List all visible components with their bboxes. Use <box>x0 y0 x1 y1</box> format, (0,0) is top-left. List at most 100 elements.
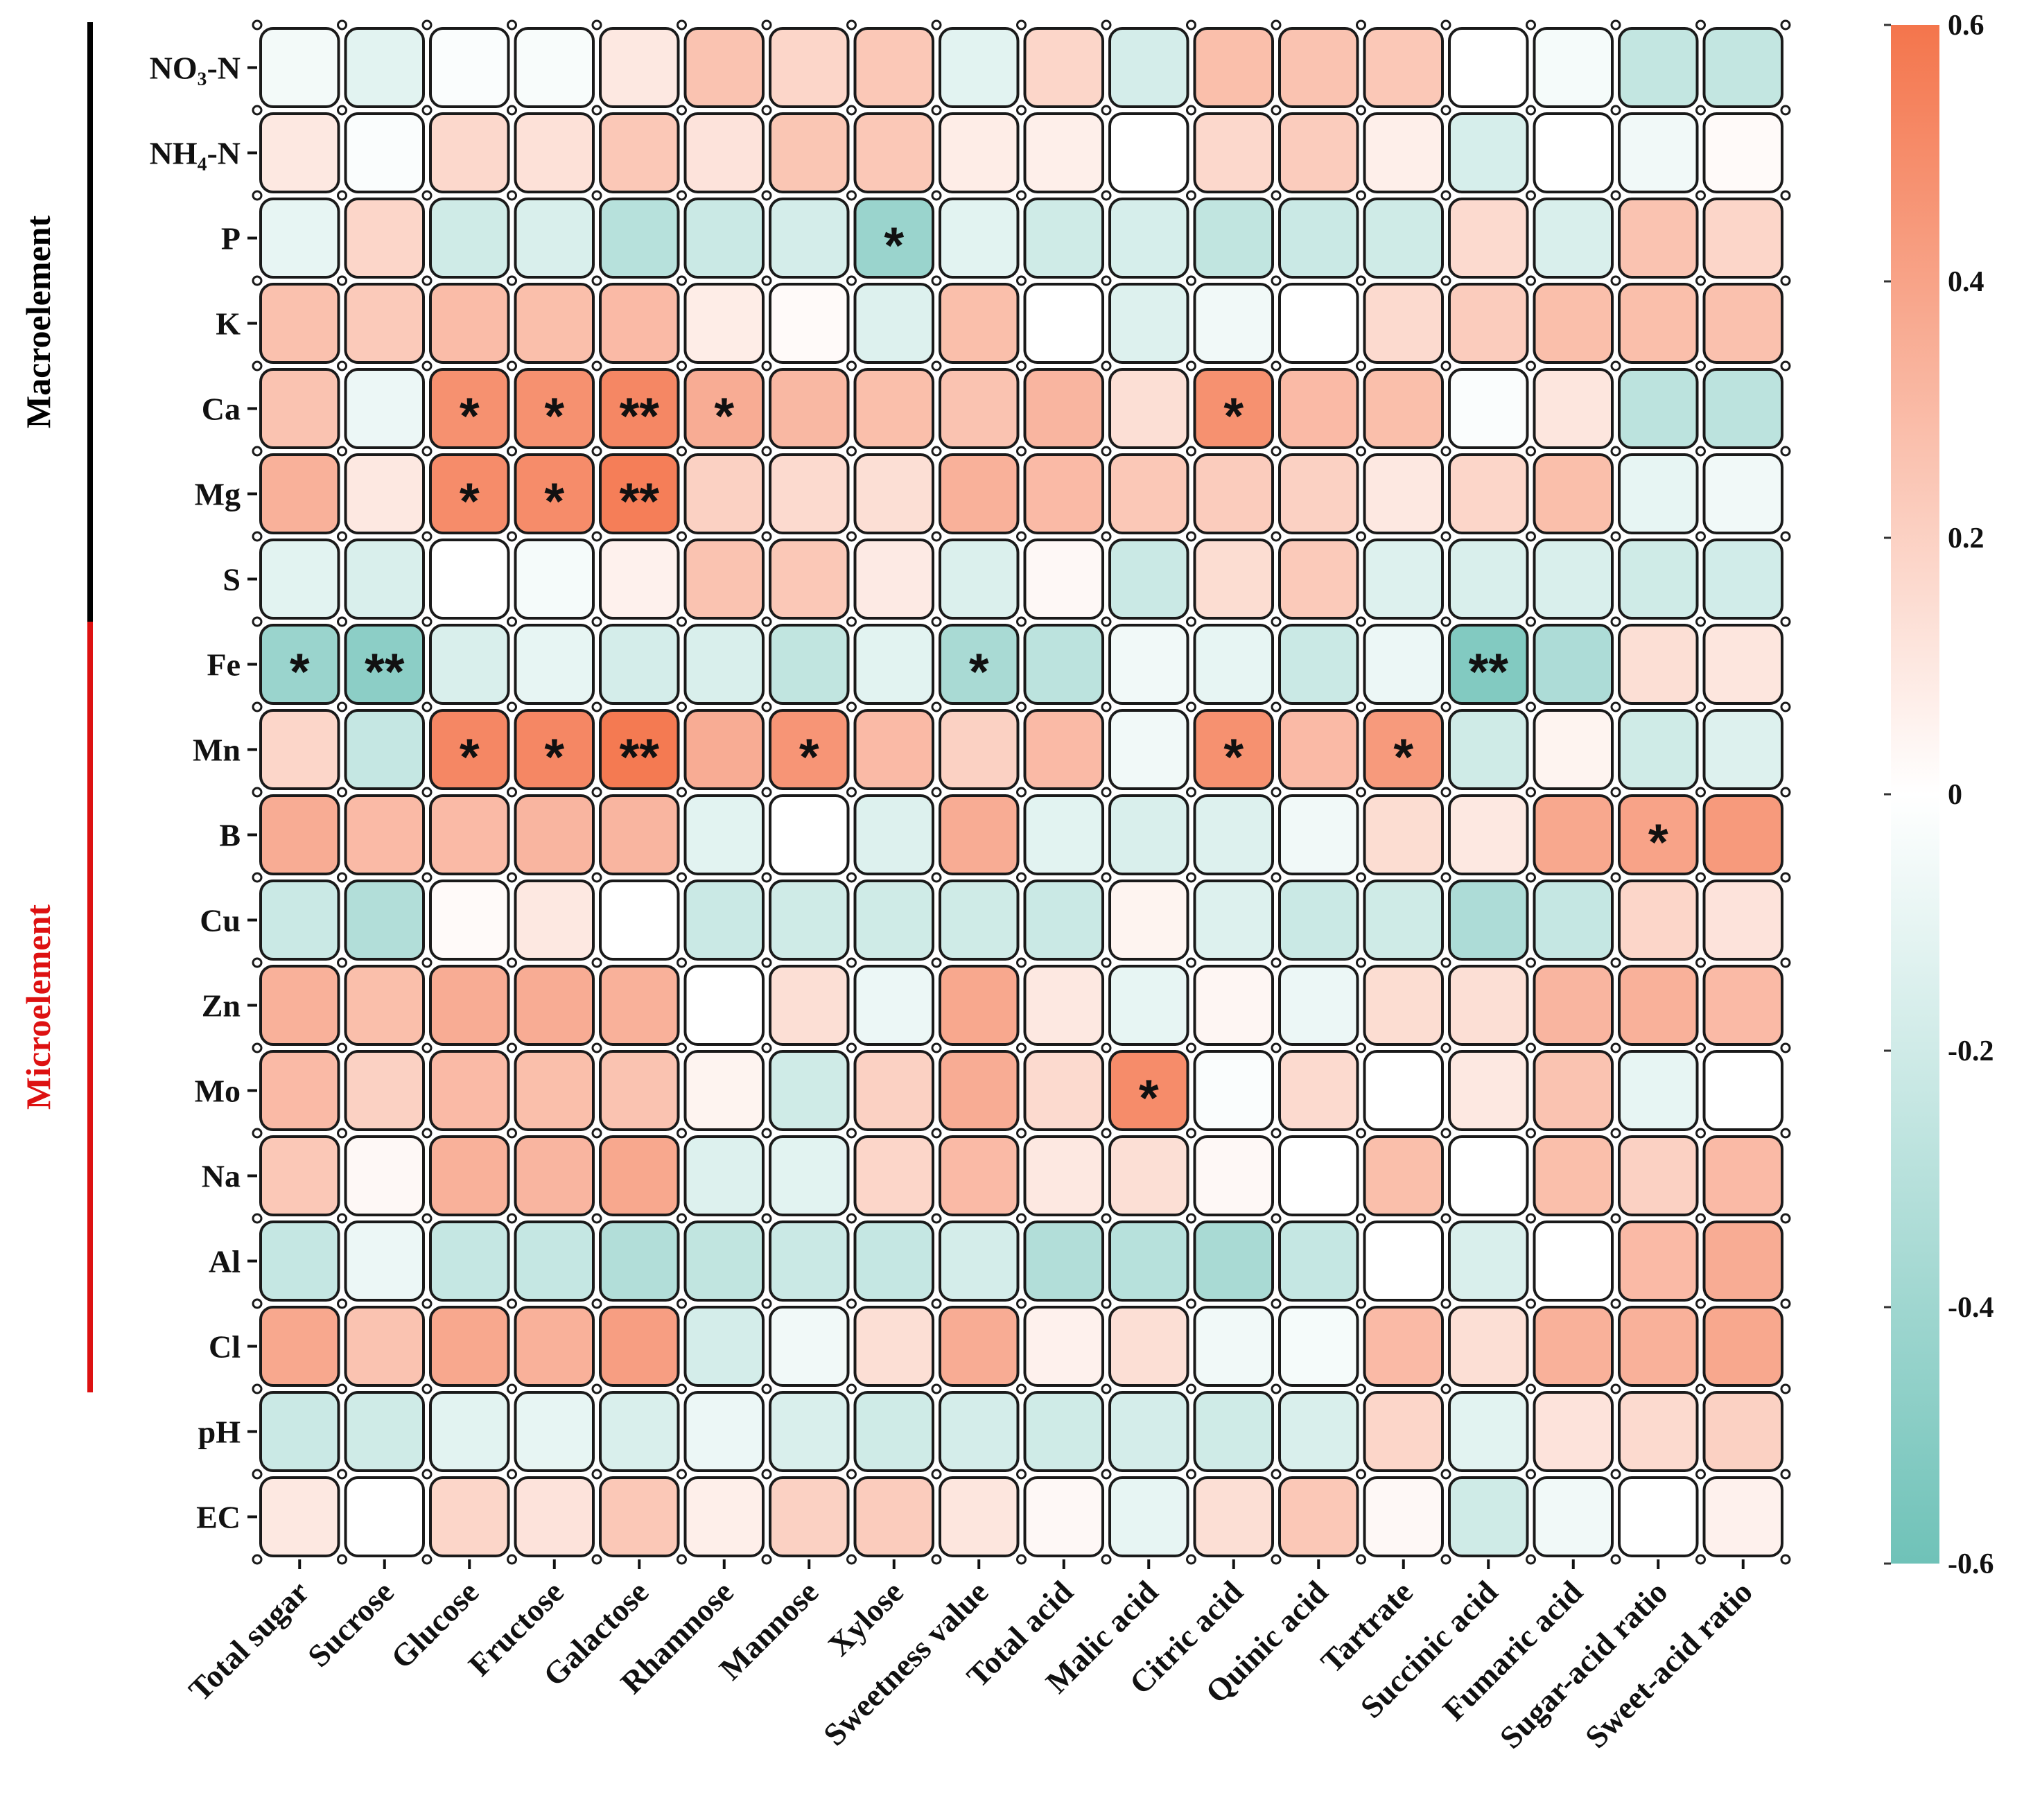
grid-node <box>931 1213 942 1224</box>
grid-node <box>337 1554 347 1565</box>
grid-node <box>1101 872 1112 883</box>
heatmap-cell-r1-c16 <box>1618 112 1699 193</box>
grid-node <box>1780 872 1791 883</box>
heatmap-cell-r15-c7 <box>853 1306 934 1387</box>
heatmap-cell-r8-c10 <box>1108 709 1189 790</box>
grid-node <box>1526 19 1536 30</box>
heatmap-cell-r8-c6 <box>769 709 850 790</box>
heatmap-cell-r17-c6 <box>769 1476 850 1557</box>
heatmap-cell-r14-c6 <box>769 1220 850 1302</box>
heatmap-cell-r4-c10 <box>1108 368 1189 449</box>
grid-node <box>252 957 263 968</box>
grid-node <box>1186 190 1196 201</box>
heatmap-cell-r13-c8 <box>939 1135 1020 1216</box>
row-labels: NO₃-N NH₄-N P K Ca Mg S Fe Mn B Cu Zn Mo Na Al Cl pH EC <box>150 51 257 1535</box>
heatmap-cell-r11-c5 <box>683 965 765 1046</box>
significance-mark: * <box>544 728 564 786</box>
heatmap-cell-r6-c5 <box>683 539 765 620</box>
grid-node <box>1440 531 1451 542</box>
heatmap-cell-r12-c2 <box>429 1050 510 1131</box>
grid-node <box>677 446 687 457</box>
heatmap-cell-r1-c6 <box>769 112 850 193</box>
heatmap-cell-r14-c17 <box>1702 1220 1783 1302</box>
heatmap-cell-r15-c6 <box>769 1306 850 1387</box>
colorbar-gradient <box>1891 25 1939 1564</box>
grid-node <box>1695 1042 1706 1053</box>
heatmap-cell-r7-c14 <box>1448 624 1529 705</box>
grid-node <box>846 1554 857 1565</box>
grid-node <box>421 1042 433 1053</box>
heatmap-cell-r11-c13 <box>1363 965 1444 1046</box>
heatmap-cell-r7-c2 <box>429 624 510 705</box>
grid-node <box>1526 1554 1536 1565</box>
grid-node <box>1526 616 1536 627</box>
heatmap-cell-r11-c15 <box>1533 965 1614 1046</box>
grid-node <box>1610 1298 1621 1309</box>
grid-node <box>761 1469 772 1480</box>
heatmap-cell-r2-c3 <box>514 198 595 279</box>
heatmap-cell-r4-c6 <box>769 368 850 449</box>
grid-node <box>1440 872 1451 883</box>
heatmap-cell-r11-c9 <box>1023 965 1104 1046</box>
grid-node <box>591 872 602 883</box>
heatmap-cell-r2-c14 <box>1448 198 1529 279</box>
heatmap-cell-r3-c12 <box>1278 283 1359 364</box>
grid-node <box>1101 787 1112 798</box>
significance-mark: * <box>1223 728 1244 786</box>
heatmap-cell-r14-c0 <box>259 1220 340 1302</box>
row-label: Fe <box>207 647 241 683</box>
row-label: K <box>216 306 241 342</box>
grid-node <box>1101 446 1112 457</box>
grid-node <box>421 787 433 798</box>
heatmap-cell-r10-c7 <box>853 880 934 961</box>
heatmap-cell-r5-c7 <box>853 453 934 534</box>
heatmap-cell-r11-c17 <box>1702 965 1783 1046</box>
grid-node <box>1101 616 1112 627</box>
grid-node <box>931 446 942 457</box>
heatmap-cell-r4-c8 <box>939 368 1020 449</box>
grid-node <box>677 1554 687 1565</box>
heatmap-cell-r14-c7 <box>853 1220 934 1302</box>
heatmap-cell-r1-c8 <box>939 112 1020 193</box>
heatmap-cell-r5-c15 <box>1533 453 1614 534</box>
grid-node <box>1780 1554 1791 1565</box>
heatmap-cell-r6-c13 <box>1363 539 1444 620</box>
grid-node <box>761 446 772 457</box>
heatmap-cell-r9-c0 <box>259 794 340 875</box>
grid-node <box>1356 872 1366 883</box>
grid-node <box>252 360 263 371</box>
colorbar: 0.6 0.4 0.2 0 -0.2 -0.4 -0.6 <box>1884 10 1994 1580</box>
grid-node <box>761 1213 772 1224</box>
heatmap-cell-r9-c12 <box>1278 794 1359 875</box>
grid-node <box>1186 1042 1196 1053</box>
heatmap-cell-r15-c14 <box>1448 1306 1529 1387</box>
grid-node <box>1101 1383 1112 1394</box>
grid-node <box>507 1298 517 1309</box>
heatmap-cell-r11-c0 <box>259 965 340 1046</box>
grid-node <box>1695 1213 1706 1224</box>
grid-node <box>591 190 602 201</box>
heatmap-cell-r16-c15 <box>1533 1391 1614 1472</box>
heatmap-cell-r5-c3 <box>514 453 595 534</box>
grid-node <box>1271 1469 1282 1480</box>
heatmap-cell-r7-c16 <box>1618 624 1699 705</box>
heatmap-cell-r2-c5 <box>683 198 765 279</box>
heatmap-cell-r12-c10 <box>1108 1050 1189 1131</box>
grid-node <box>1016 1213 1027 1224</box>
grid-node <box>1610 1213 1621 1224</box>
heatmap-cell-r5-c9 <box>1023 453 1104 534</box>
grid-node <box>677 105 687 116</box>
heatmap-cell-r8-c5 <box>683 709 765 790</box>
heatmap-cell-r0-c13 <box>1363 27 1444 108</box>
grid-node <box>1780 105 1791 116</box>
significance-mark: * <box>460 387 480 445</box>
grid-node <box>252 1554 263 1565</box>
grid-node <box>1186 616 1196 627</box>
grid-node <box>761 701 772 712</box>
heatmap-cell-r6-c11 <box>1193 539 1274 620</box>
row-label: Al <box>209 1244 241 1279</box>
heatmap-cell-r11-c7 <box>853 965 934 1046</box>
grid-node <box>931 275 942 286</box>
heatmap-cell-r15-c15 <box>1533 1306 1614 1387</box>
grid-node <box>507 1554 517 1565</box>
